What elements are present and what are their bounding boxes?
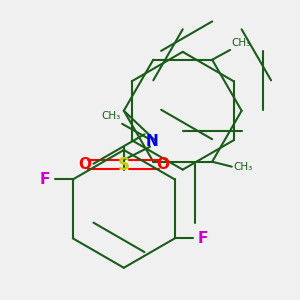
Text: N: N [145, 134, 158, 149]
Text: CH₃: CH₃ [233, 162, 253, 172]
Text: CH₃: CH₃ [232, 38, 251, 48]
Text: O: O [157, 157, 169, 172]
Text: S: S [118, 156, 130, 174]
Text: CH₃: CH₃ [101, 111, 121, 121]
Text: F: F [198, 231, 208, 246]
Text: F: F [40, 172, 50, 187]
Text: O: O [78, 157, 91, 172]
